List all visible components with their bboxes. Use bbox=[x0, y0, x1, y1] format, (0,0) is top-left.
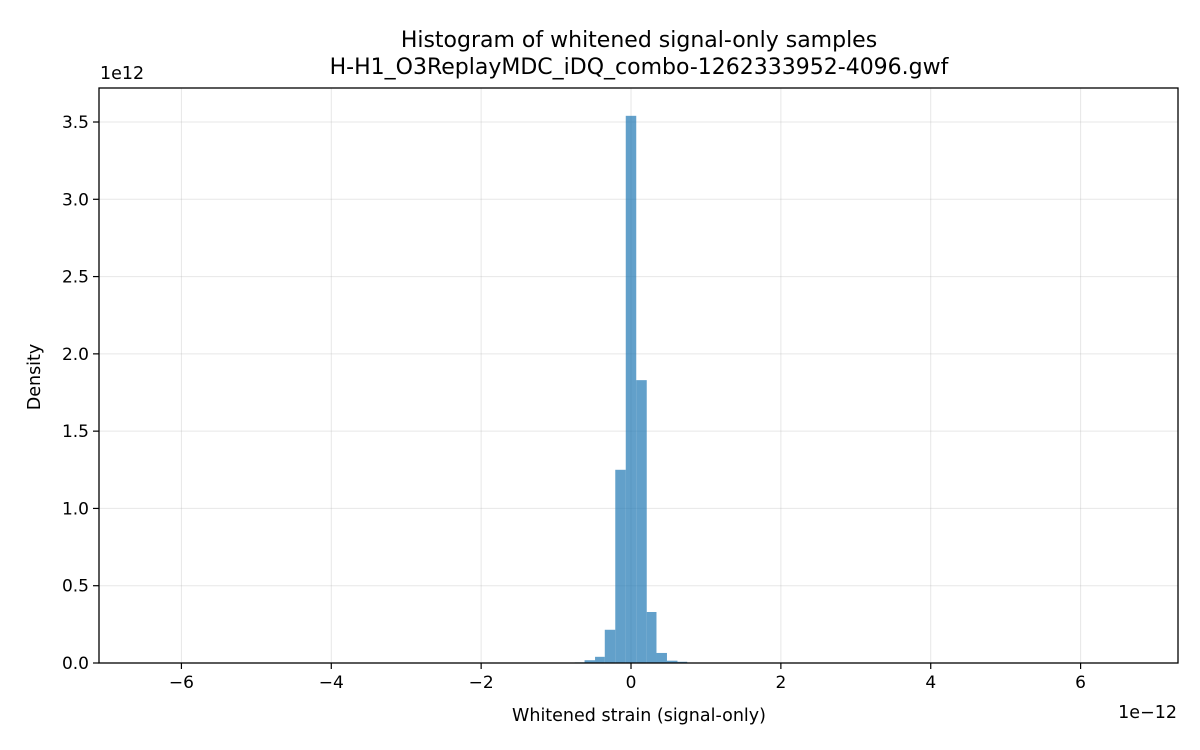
x-tick-label: −4 bbox=[319, 673, 344, 693]
grid-lines bbox=[99, 88, 1178, 664]
x-tick-label: 4 bbox=[925, 673, 936, 693]
y-tick-label: 0.0 bbox=[62, 654, 89, 674]
x-axis-label: Whitened strain (signal-only) bbox=[512, 706, 766, 726]
axis-ticks: −6 −4 −2 0 2 4 6 0.0 0.5 1.0 1.5 2.0 2.5 3.0 3.5 bbox=[62, 113, 1086, 693]
x-tick-label: −6 bbox=[169, 673, 194, 693]
x-offset-label: 1e−12 bbox=[1118, 703, 1177, 723]
histogram-bar bbox=[595, 656, 605, 663]
plot-frame bbox=[98, 87, 1179, 664]
histogram-bar bbox=[604, 629, 616, 663]
histogram-bars bbox=[574, 115, 688, 664]
histogram-bar bbox=[666, 660, 678, 663]
y-tick-label: 3.0 bbox=[62, 190, 89, 210]
y-tick-label: 1.5 bbox=[62, 422, 89, 442]
x-tick-label: 0 bbox=[626, 673, 637, 693]
chart-title: Histogram of whitened signal-only sample… bbox=[401, 28, 877, 53]
histogram-bar bbox=[636, 380, 647, 663]
y-offset-label: 1e12 bbox=[100, 64, 144, 84]
chart-subtitle: H-H1_O3ReplayMDC_iDQ_combo-1262333952-40… bbox=[330, 55, 950, 80]
x-tick-label: 6 bbox=[1075, 673, 1086, 693]
y-tick-label: 1.0 bbox=[62, 499, 89, 519]
x-tick-label: 2 bbox=[775, 673, 786, 693]
y-tick-label: 0.5 bbox=[62, 577, 89, 597]
x-tick-label: −2 bbox=[469, 673, 494, 693]
histogram-bar bbox=[625, 115, 637, 664]
histogram-bar bbox=[646, 611, 657, 663]
histogram-bar bbox=[584, 660, 596, 663]
histogram-bar bbox=[615, 469, 626, 663]
y-tick-label: 2.5 bbox=[62, 268, 89, 288]
y-tick-label: 3.5 bbox=[62, 113, 89, 133]
y-tick-label: 2.0 bbox=[62, 345, 89, 365]
y-axis-label: Density bbox=[25, 344, 45, 411]
histogram-bar bbox=[656, 652, 667, 663]
